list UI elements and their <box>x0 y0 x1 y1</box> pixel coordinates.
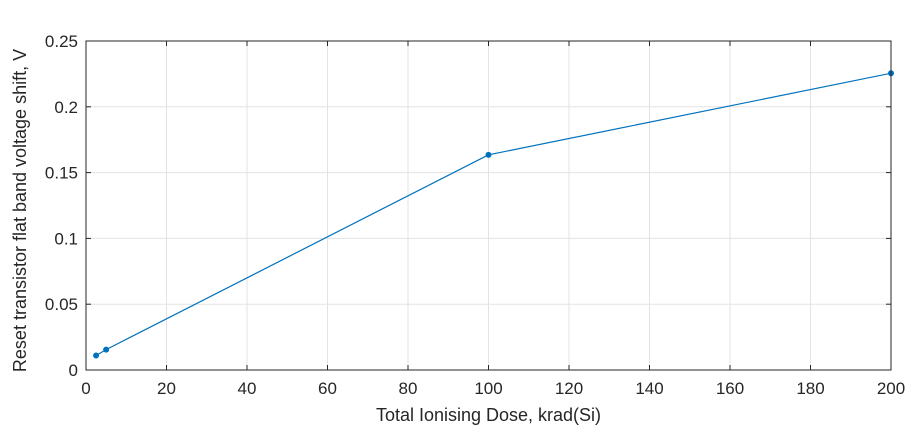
x-axis-label: Total Ionising Dose, krad(Si) <box>376 405 601 425</box>
y-tick-label: 0.1 <box>54 229 78 248</box>
data-point <box>485 151 492 158</box>
data-point <box>103 346 110 353</box>
x-tick-label: 40 <box>238 379 257 398</box>
x-tick-label: 100 <box>474 379 502 398</box>
ticks <box>85 40 892 371</box>
x-tick-label: 20 <box>157 379 176 398</box>
x-tick-labels: 0 20 40 60 80 100 120 140 160 180 200 <box>81 379 905 398</box>
y-tick-label: 0.05 <box>45 295 78 314</box>
x-tick-label: 180 <box>796 379 824 398</box>
series-line <box>95 72 892 357</box>
grid <box>85 40 892 371</box>
x-tick-label: 200 <box>877 379 905 398</box>
y-tick-label: 0 <box>69 361 78 380</box>
x-tick-label: 60 <box>318 379 337 398</box>
x-tick-label: 120 <box>555 379 583 398</box>
y-tick-label: 0.15 <box>45 164 78 183</box>
y-tick-label: 0.25 <box>45 32 78 51</box>
x-tick-label: 160 <box>716 379 744 398</box>
y-tick-label: 0.2 <box>54 98 78 117</box>
x-tick-label: 140 <box>635 379 663 398</box>
y-tick-labels: 0 0.05 0.1 0.15 0.2 0.25 <box>45 32 78 380</box>
x-tick-label: 0 <box>81 379 90 398</box>
series <box>93 70 894 359</box>
y-axis-label: Reset transistor flat band voltage shift… <box>10 49 30 372</box>
data-point <box>93 352 100 359</box>
x-tick-label: 80 <box>399 379 418 398</box>
